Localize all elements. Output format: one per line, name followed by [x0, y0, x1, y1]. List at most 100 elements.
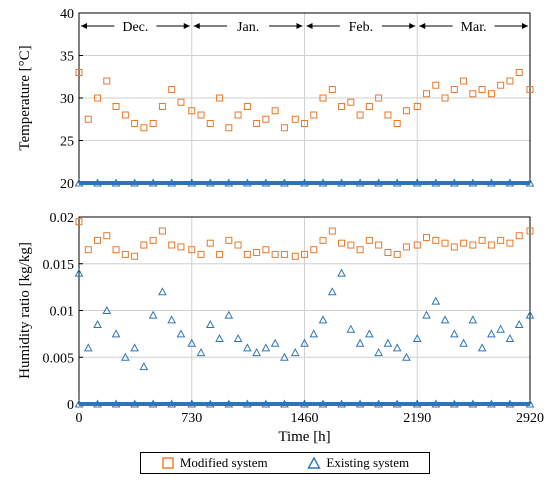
- x-tick-label: 730: [181, 411, 202, 426]
- data-point-square: [103, 232, 111, 240]
- data-point-triangle: [243, 343, 252, 352]
- data-point-square: [393, 250, 401, 258]
- period-marker: Dec.: [81, 20, 190, 35]
- data-point-square: [262, 246, 270, 254]
- data-point-square: [487, 90, 495, 98]
- arrow-left-icon: [419, 23, 426, 29]
- data-point-square: [497, 236, 505, 244]
- data-point-square: [375, 94, 383, 102]
- data-point-triangle: [327, 287, 337, 296]
- data-point-square: [328, 227, 336, 235]
- arrow-left-icon: [306, 23, 313, 29]
- data-point-triangle: [431, 296, 441, 305]
- data-point-square: [319, 236, 327, 244]
- data-point-square: [253, 120, 261, 127]
- y-tick-label: 0.015: [43, 258, 75, 273]
- data-point-square: [487, 241, 495, 249]
- data-point-triangle: [402, 352, 411, 361]
- data-point-triangle: [355, 338, 365, 347]
- legend-label-existing: Existing system: [326, 455, 410, 470]
- data-point-square: [243, 250, 251, 258]
- data-point-triangle: [383, 338, 393, 347]
- data-point-square: [168, 241, 176, 249]
- data-point-square: [94, 236, 102, 244]
- period-marker: Jan.: [193, 20, 303, 35]
- data-point-triangle: [300, 338, 309, 347]
- data-point-triangle: [261, 343, 271, 352]
- data-point-square: [347, 241, 355, 249]
- data-point-triangle: [167, 315, 177, 324]
- y-tick-label: 25: [60, 135, 74, 150]
- data-point-square: [131, 252, 139, 260]
- data-point-square: [478, 236, 486, 244]
- data-point-square: [197, 250, 205, 258]
- y-axis-label: Temperature [°C]: [17, 45, 33, 150]
- data-point-triangle: [252, 348, 261, 357]
- data-point-triangle: [468, 315, 478, 324]
- data-point-triangle: [459, 338, 468, 347]
- data-point-triangle: [158, 287, 167, 296]
- data-point-square: [197, 111, 205, 119]
- data-point-triangle: [280, 352, 289, 361]
- data-point-square: [402, 107, 410, 115]
- data-point-triangle: [449, 329, 459, 338]
- data-point-square: [338, 239, 346, 247]
- arrow-right-icon: [409, 23, 416, 29]
- x-axis-label: Time [h]: [278, 429, 330, 445]
- data-point-triangle: [337, 268, 346, 277]
- data-point-triangle: [130, 343, 139, 352]
- data-point-square: [216, 94, 224, 102]
- square-marker-icon: [162, 457, 174, 469]
- data-point-square: [347, 98, 355, 106]
- x-tick-label: 0: [76, 411, 83, 426]
- data-point-triangle: [224, 310, 234, 319]
- data-point-square: [432, 236, 440, 244]
- data-point-square: [94, 94, 102, 102]
- data-point-triangle: [270, 338, 280, 347]
- data-point-triangle: [346, 324, 356, 333]
- period-label: Dec.: [122, 20, 148, 35]
- data-point-square: [291, 115, 299, 123]
- data-point-square: [280, 250, 288, 258]
- data-point-triangle: [440, 315, 450, 324]
- data-point-triangle: [139, 362, 149, 371]
- data-point-triangle: [74, 268, 84, 277]
- data-point-triangle: [392, 343, 402, 352]
- data-point-square: [365, 236, 373, 244]
- data-point-square: [149, 236, 157, 244]
- data-point-square: [423, 90, 431, 98]
- data-point-square: [75, 69, 83, 76]
- data-point-square: [103, 77, 111, 85]
- data-point-square: [497, 81, 505, 89]
- data-point-square: [177, 98, 185, 106]
- legend-item-modified: Modified system: [161, 455, 268, 471]
- y-tick-label: 0.02: [50, 211, 75, 226]
- data-point-square: [450, 86, 458, 93]
- data-point-square: [291, 252, 299, 260]
- y-tick-label: 30: [60, 92, 74, 107]
- data-point-triangle: [215, 333, 224, 343]
- data-point-triangle: [477, 343, 487, 352]
- data-point-triangle: [205, 319, 215, 329]
- data-point-square: [338, 103, 346, 110]
- data-point-square: [225, 236, 233, 244]
- data-point-triangle: [525, 310, 535, 319]
- data-point-square: [402, 243, 410, 251]
- data-point-square: [84, 246, 92, 254]
- data-point-square: [158, 103, 166, 110]
- data-point-square: [131, 120, 139, 127]
- data-point-square: [384, 111, 392, 119]
- data-point-square: [506, 77, 514, 85]
- data-point-square: [188, 107, 196, 115]
- arrow-right-icon: [522, 23, 528, 29]
- data-point-square: [280, 124, 288, 132]
- data-point-square: [301, 120, 308, 127]
- series-existing: [74, 268, 535, 371]
- data-point-square: [526, 86, 534, 93]
- data-point-square: [365, 103, 373, 110]
- data-point-square: [234, 111, 242, 119]
- data-point-triangle: [102, 305, 112, 314]
- humidity-panel: 0 0.005 0.01 0.015 0.02 0 730 1460 2190 2920 Humid…: [17, 211, 544, 445]
- data-point-square: [121, 250, 129, 258]
- arrow-right-icon: [183, 23, 190, 29]
